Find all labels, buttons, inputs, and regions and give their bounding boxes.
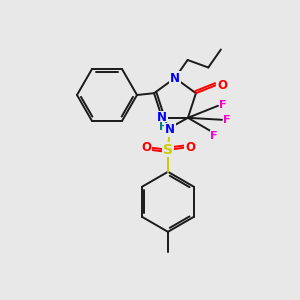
Text: F: F [223, 115, 231, 125]
Text: F: F [219, 100, 227, 110]
Text: O: O [141, 141, 151, 154]
Text: F: F [210, 131, 218, 141]
Text: O: O [217, 79, 227, 92]
Text: N: N [170, 71, 180, 85]
Text: H: H [159, 122, 169, 132]
Text: O: O [185, 141, 195, 154]
Text: N: N [165, 123, 175, 136]
Text: N: N [157, 111, 167, 124]
Text: S: S [163, 143, 173, 157]
